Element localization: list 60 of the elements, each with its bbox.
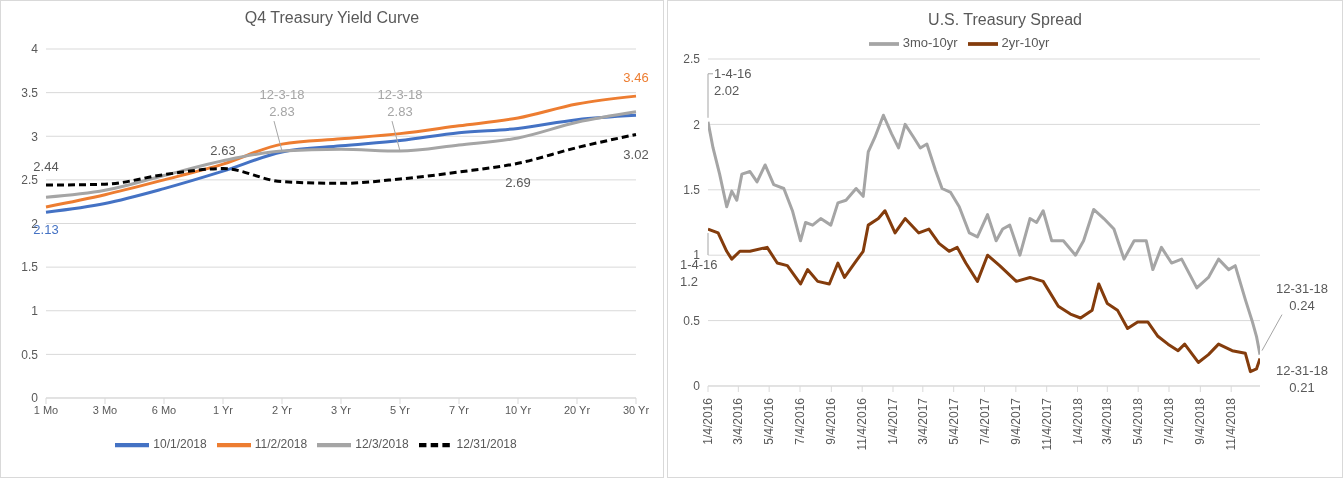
x-tick-label: 9/4/2018: [1193, 397, 1208, 445]
x-tick-label: 3 Yr: [331, 403, 352, 416]
x-tick-label: 7/4/2017: [977, 397, 992, 445]
x-tick-label: 1/4/2016: [701, 397, 715, 445]
x-tick-label: 1/4/2017: [886, 397, 901, 445]
x-tick-label: 5/4/2017: [946, 397, 961, 445]
x-tick-label: 9/4/2017: [1008, 397, 1023, 445]
x-tick-label: 1 Yr: [213, 403, 234, 416]
legend-label: 3mo-10yr: [902, 35, 958, 51]
x-tick-label: 1 Mo: [33, 403, 59, 416]
legend-label: 11/2/2018: [254, 437, 308, 452]
x-tick-label: 30 Yr: [622, 403, 650, 416]
y-tick-label: 3: [31, 129, 39, 144]
x-tick-label: 3/4/2016: [731, 397, 746, 445]
x-tick-label: 7/4/2016: [793, 397, 807, 445]
y-tick-label: 0.5: [683, 313, 701, 328]
data-label: 2.69: [505, 175, 531, 191]
legend-label: 2yr-10yr: [1001, 35, 1050, 51]
x-tick-label: 6 Mo: [151, 403, 177, 416]
y-tick-label: 4: [31, 42, 39, 57]
x-tick-label: 2 Yr: [272, 403, 293, 416]
data-label: 3.46: [623, 70, 649, 86]
x-tick-label: 5/4/2016: [762, 397, 777, 445]
x-tick-label: 3/4/2018: [1100, 397, 1115, 445]
x-tick-label: 20 Yr: [563, 403, 591, 416]
x-tick-label: 10 Yr: [504, 403, 532, 416]
data-label: 3.02: [623, 146, 649, 162]
y-tick-label: 0.5: [21, 347, 39, 362]
y-tick-label: 2: [693, 117, 701, 132]
data-label: 12-3-18 2.83: [377, 87, 423, 120]
y-tick-label: 3.5: [21, 85, 39, 100]
annotation: 1-4-16 2.02: [714, 65, 752, 98]
y-tick-label: 0: [693, 379, 701, 394]
x-tick-label: 11/4/2016: [855, 397, 870, 451]
legend-label: 10/1/2018: [153, 437, 207, 452]
data-label: 12-3-18 2.83: [259, 87, 305, 120]
legend-label: 12/3/2018: [355, 437, 409, 452]
data-label: 2.44: [33, 159, 59, 175]
chart-title: U.S. Treasury Spread: [927, 11, 1083, 29]
y-tick-label: 2.5: [21, 173, 39, 188]
y-tick-label: 1.5: [21, 260, 39, 275]
x-tick-label: 5 Yr: [390, 403, 411, 416]
legend-label: 12/31/2018: [456, 437, 517, 452]
y-tick-label: 0: [31, 391, 39, 406]
x-tick-label: 11/4/2017: [1039, 397, 1054, 451]
x-tick-label: 3 Mo: [92, 403, 118, 416]
x-tick-label: 3/4/2017: [915, 397, 930, 445]
data-label: 2.63: [210, 142, 236, 158]
x-tick-label: 7 Yr: [449, 403, 470, 416]
x-tick-label: 11/4/2018: [1224, 397, 1239, 451]
y-tick-label: 2.5: [683, 52, 701, 67]
x-tick-label: 7/4/2018: [1162, 397, 1177, 445]
x-tick-label: 9/4/2016: [824, 397, 839, 445]
y-tick-label: 1.5: [683, 183, 701, 198]
annotation: 12-31-18 0.24: [1275, 280, 1329, 313]
annotation: 12-31-18 0.21: [1275, 362, 1329, 395]
chart-title: Q4 Treasury Yield Curve: [243, 9, 421, 27]
x-tick-label: 5/4/2018: [1131, 397, 1146, 445]
x-tick-label: 1/4/2018: [1070, 397, 1085, 445]
y-tick-label: 1: [31, 304, 39, 319]
